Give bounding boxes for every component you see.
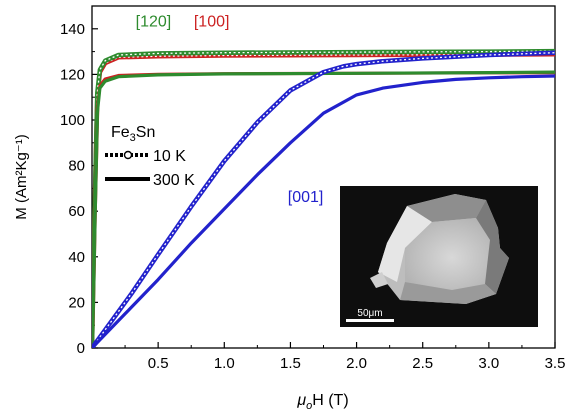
legend-title-sub: 3 [130, 132, 136, 144]
crystal-fragment [370, 272, 388, 288]
annotation-120-direction: [120] [136, 14, 172, 31]
x-axis-label-sub: o [306, 400, 312, 412]
annotation-001-direction: [001] [288, 189, 324, 206]
crystal-bottom-facet [400, 282, 496, 304]
y-tick-label-1: 20 [68, 294, 85, 311]
series-layer [92, 48, 555, 348]
series-dots-001-10k [92, 52, 555, 348]
crystal-top-facet [407, 194, 486, 222]
x-tick-label-4: 2.5 [412, 355, 433, 372]
y-tick-label-4: 80 [68, 158, 85, 175]
y-tick-label-5: 100 [60, 112, 85, 129]
y-tick-label-0: 0 [77, 340, 85, 357]
crystal-main-face [405, 218, 490, 290]
series-line-001-300k [92, 74, 555, 348]
x-axis-label-rest: H (T) [312, 392, 348, 409]
x-tick-label-2: 1.5 [280, 355, 301, 372]
y-tick-label-6: 120 [60, 66, 85, 83]
inset-micrograph: 50μm [340, 186, 538, 327]
x-tick-label-3: 2.0 [346, 355, 367, 372]
series-line-120-300k [92, 70, 555, 348]
x-tick-label-5: 3.0 [478, 355, 499, 372]
y-tick-label-7: 140 [60, 21, 85, 38]
y-axis-label: M (Am²Kg⁻¹) [13, 134, 30, 219]
x-axis-ticks: 0.5 1.0 1.5 2.0 2.5 3.0 3.5 [124, 342, 566, 372]
y-axis-ticks: 0 20 40 60 80 100 120 140 [60, 21, 98, 357]
legend-marker-10k-dot [123, 150, 133, 160]
x-tick-label-1: 1.0 [214, 355, 235, 372]
x-axis-label-mu: μ [296, 392, 306, 409]
y-tick-label-3: 60 [68, 203, 85, 220]
crystal-left-facet [378, 206, 432, 282]
scale-bar-label: 50μm [357, 308, 382, 319]
x-tick-label-0: 0.5 [148, 355, 169, 372]
legend-title-base: Fe [111, 124, 130, 141]
legend-entry-300k: 300 K [153, 172, 195, 189]
y-tick-label-2: 40 [68, 249, 85, 266]
legend: Fe3Sn 10 K 300 K [105, 124, 195, 189]
annotation-100-direction: [100] [194, 14, 230, 31]
legend-entry-10k: 10 K [153, 148, 186, 165]
x-axis-label: μoH (T) [296, 392, 348, 412]
crystal-right-facet [476, 200, 509, 294]
series-dots-120-10k [92, 50, 555, 348]
legend-title-rest: Sn [136, 124, 156, 141]
legend-title: Fe3Sn [111, 124, 155, 144]
scale-bar [346, 319, 394, 322]
x-tick-label-6: 3.5 [545, 355, 566, 372]
